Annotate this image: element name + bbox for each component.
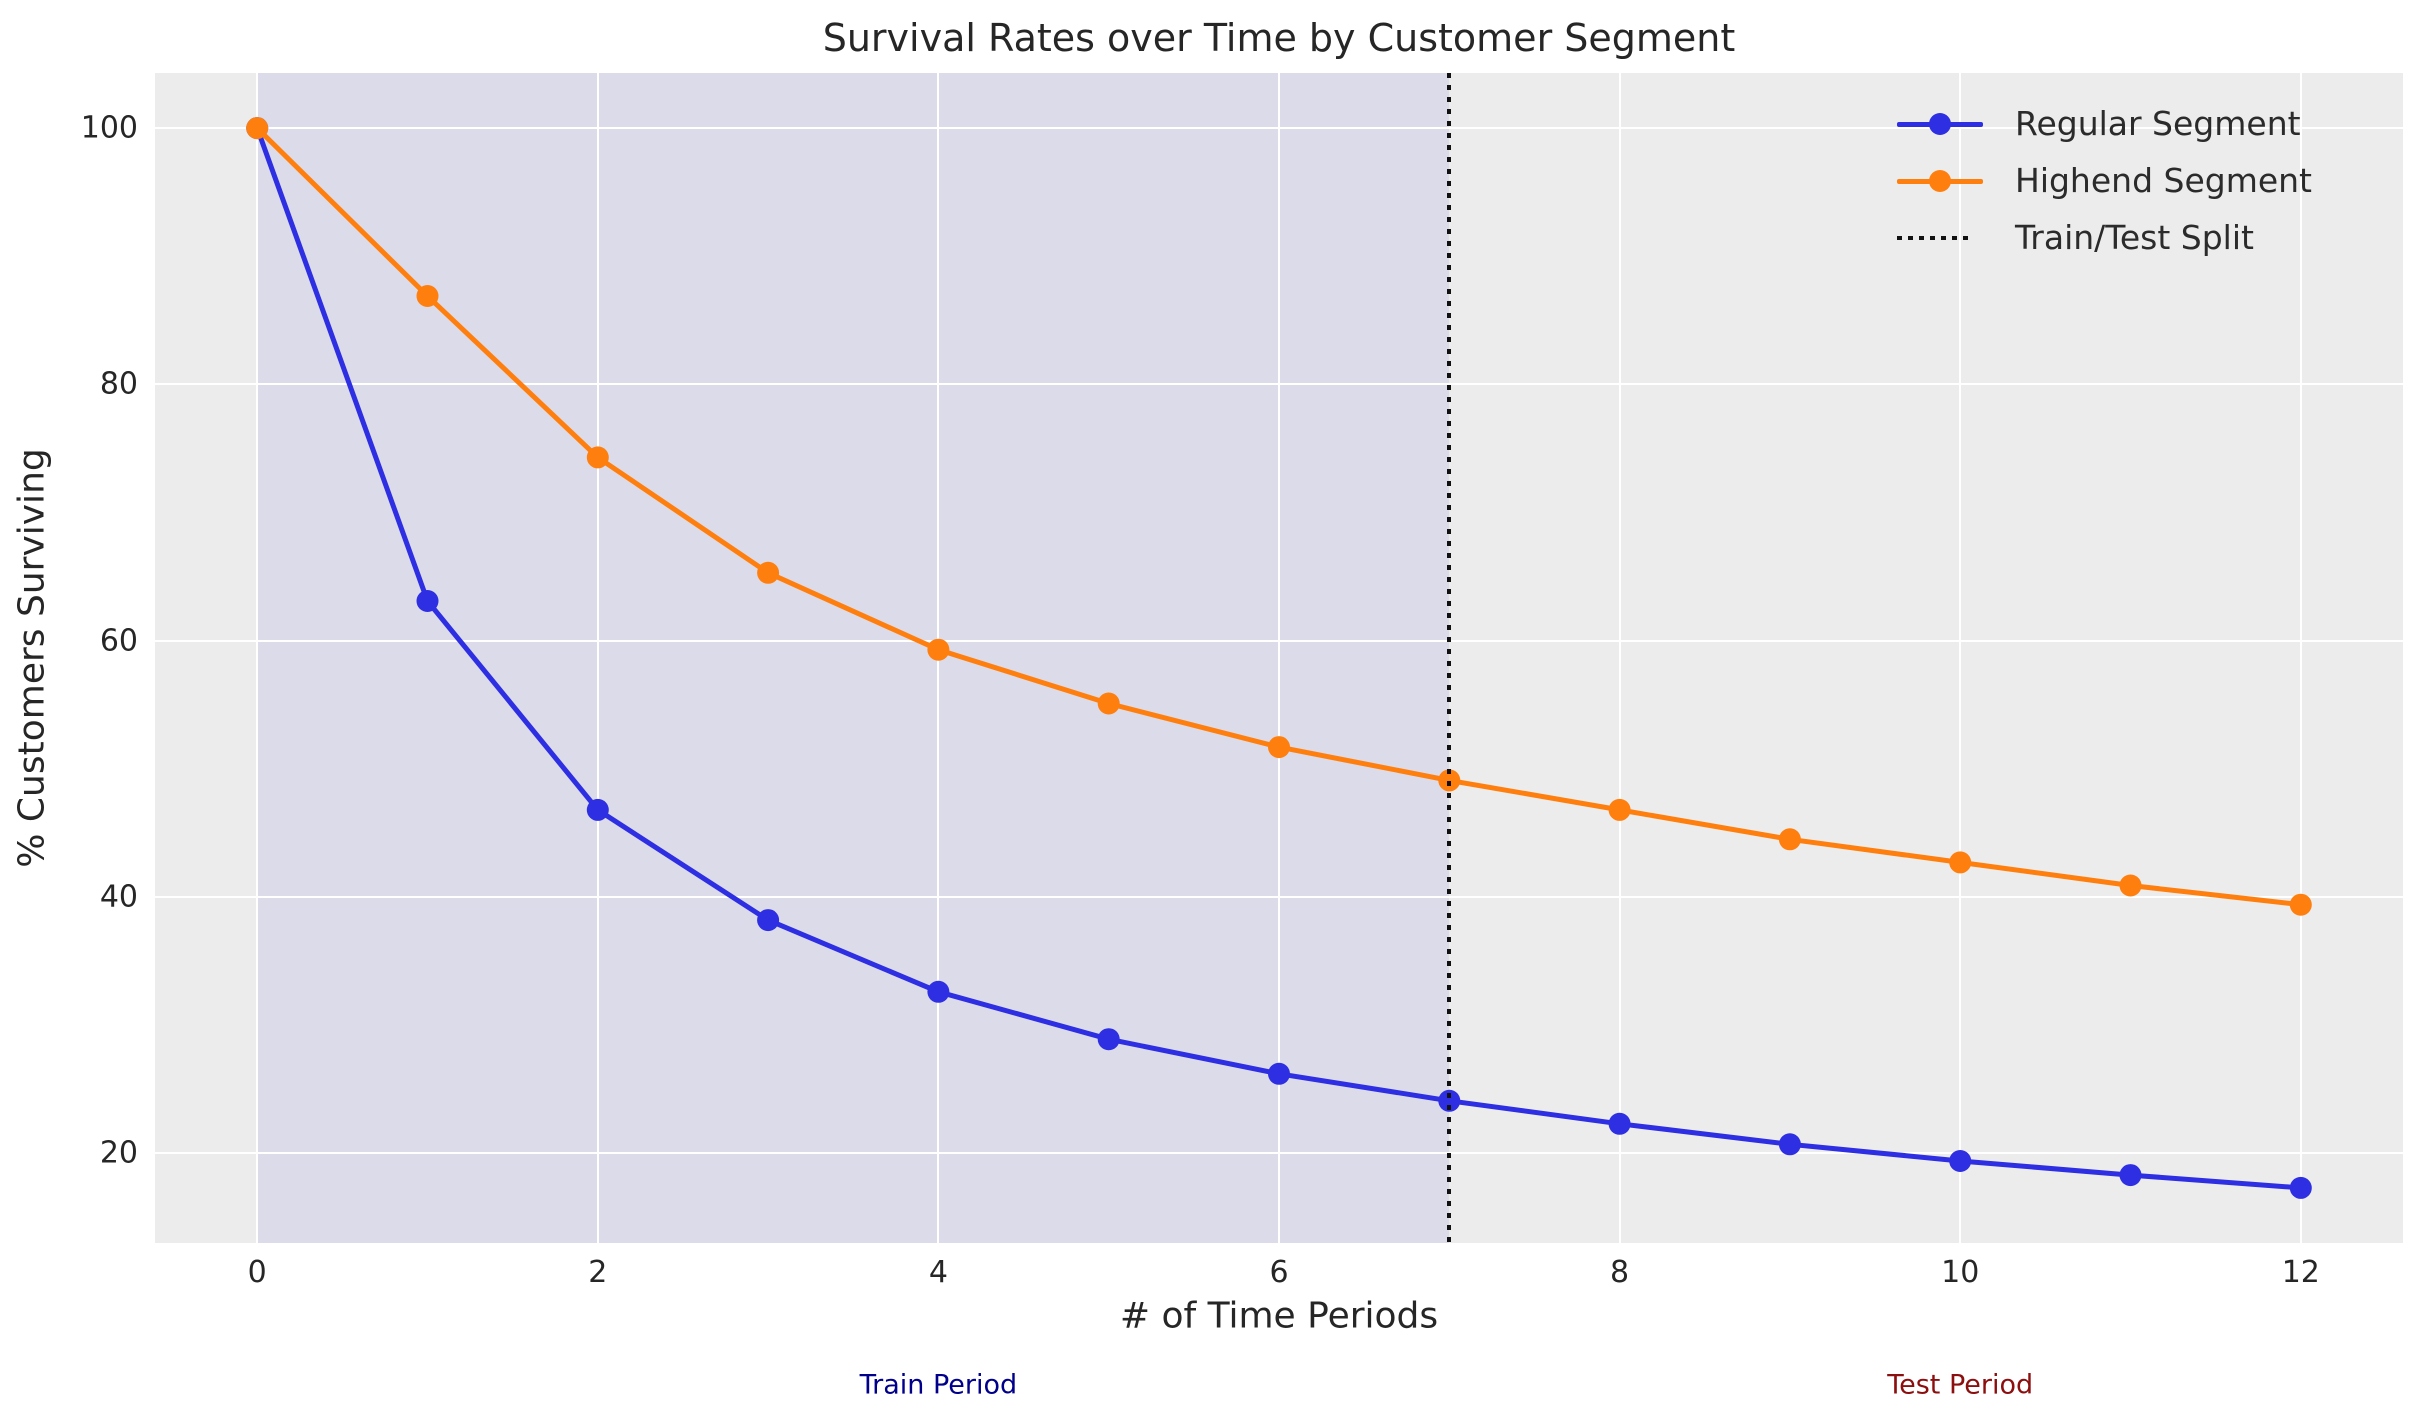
- data-point: [1778, 1133, 1801, 1156]
- x-tick-label: 4: [928, 1255, 948, 1290]
- legend-entry: Highend Segment: [1897, 152, 2312, 209]
- horizontal-gridline: [155, 895, 2403, 898]
- data-point: [586, 446, 609, 469]
- data-point: [246, 117, 269, 140]
- x-tick-label: 6: [1269, 1255, 1289, 1290]
- legend-dot: [1929, 169, 1951, 192]
- legend-label: Train/Test Split: [2015, 218, 2254, 257]
- data-point: [1949, 1150, 1972, 1172]
- annotation-test-period: Test Period: [1887, 1369, 2034, 1401]
- x-tick-label: 8: [1610, 1255, 1630, 1290]
- plot-area: Regular Segment Highend Segment Train/Test…: [155, 73, 2403, 1243]
- legend: Regular Segment Highend Segment Train/Test…: [1897, 95, 2312, 266]
- horizontal-gridline: [155, 639, 2403, 642]
- data-point: [416, 590, 439, 612]
- legend-entry: Train/Test Split: [1897, 209, 2312, 266]
- vertical-gridline: [256, 73, 259, 1243]
- vertical-gridline: [1618, 73, 1621, 1243]
- data-point: [586, 798, 609, 821]
- data-point: [2289, 893, 2312, 916]
- data-point: [927, 638, 950, 661]
- vertical-gridline: [1959, 73, 1962, 1243]
- legend-dotted-line-marker: [1897, 226, 1983, 250]
- data-point: [1268, 736, 1290, 759]
- legend-entry: Regular Segment: [1897, 95, 2312, 152]
- y-tick-label: 40: [99, 879, 138, 915]
- y-axis-label: % Customers Surviving: [11, 448, 53, 868]
- data-point: [1949, 851, 1972, 874]
- data-point: [2119, 874, 2142, 897]
- legend-label: Regular Segment: [2015, 104, 2301, 143]
- data-point: [1097, 1028, 1120, 1051]
- legend-line-dot-marker: [1897, 169, 1983, 193]
- data-point: [927, 980, 950, 1003]
- horizontal-gridline: [155, 383, 2403, 386]
- data-point: [416, 285, 439, 307]
- y-tick-label: 20: [99, 1135, 138, 1171]
- x-tick-label: 2: [588, 1255, 608, 1290]
- y-tick-label: 80: [99, 366, 138, 402]
- x-axis-label: # of Time Periods: [1119, 1295, 1439, 1337]
- x-tick-label: 10: [1941, 1255, 1980, 1290]
- data-point: [1097, 692, 1120, 715]
- legend-dot: [1929, 112, 1951, 135]
- vertical-gridline: [596, 73, 599, 1243]
- horizontal-gridline: [155, 127, 2403, 130]
- chart-title: Survival Rates over Time by Customer Seg…: [822, 16, 1736, 60]
- series-line-regular-segment: [254, 125, 2304, 1191]
- y-tick-label: 60: [99, 623, 138, 659]
- horizontal-gridline: [155, 1152, 2403, 1155]
- vertical-gridline: [1278, 73, 1280, 1243]
- x-tick-label: 12: [2281, 1255, 2320, 1290]
- data-point: [1778, 828, 1801, 851]
- legend-line-dot-marker: [1897, 112, 1983, 136]
- data-point: [757, 909, 780, 932]
- data-point: [757, 561, 780, 584]
- data-point: [1268, 1062, 1290, 1085]
- data-series-layer: [246, 117, 2312, 1199]
- data-point: [2119, 1164, 2142, 1187]
- train-test-split-line: [1447, 73, 1452, 1243]
- y-tick-label: 100: [80, 110, 138, 146]
- train-period-span: [257, 73, 1450, 1243]
- data-point: [2289, 1176, 2312, 1199]
- vertical-gridline: [2299, 73, 2302, 1243]
- legend-label: Highend Segment: [2015, 161, 2312, 200]
- data-point: [1608, 1112, 1631, 1135]
- annotation-train-period: Train Period: [859, 1369, 1018, 1401]
- x-tick-label: 0: [247, 1255, 267, 1290]
- legend-dotted-line: [1897, 235, 1973, 240]
- data-point: [1608, 798, 1631, 821]
